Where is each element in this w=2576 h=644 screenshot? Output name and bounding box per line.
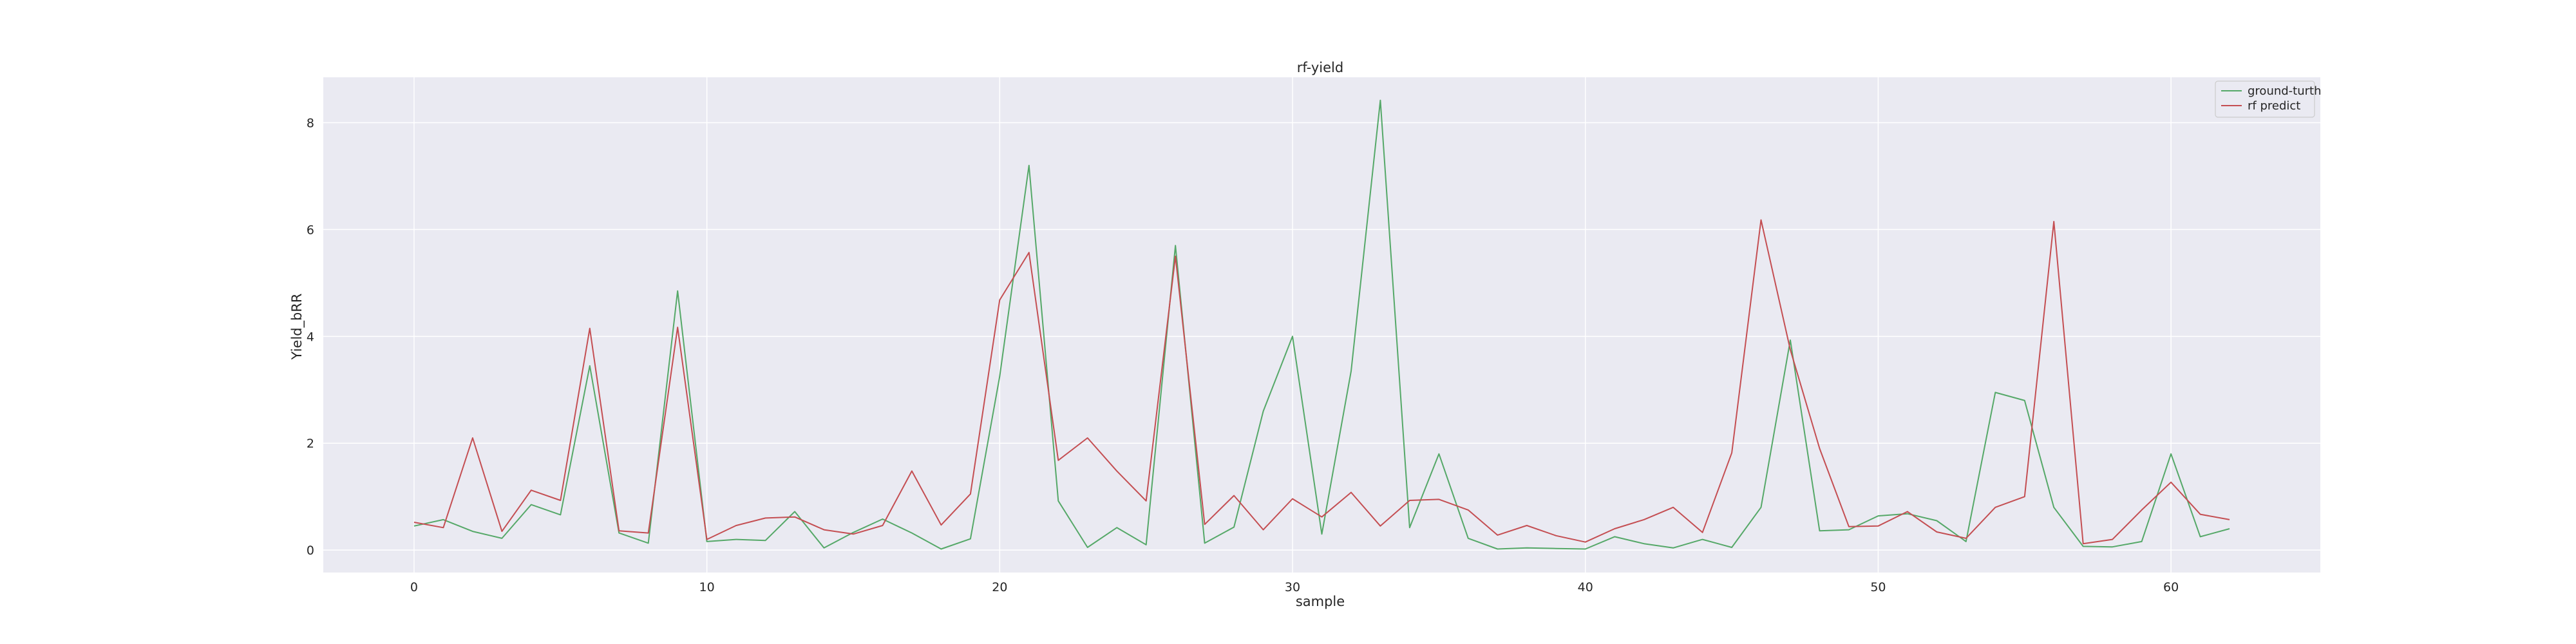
x-tick-label: 30: [1285, 580, 1300, 594]
series-line-rf-predict: [413, 219, 2230, 545]
y-tick-label: 8: [307, 117, 314, 131]
y-tick-label: 6: [307, 223, 314, 237]
x-tick-label: 20: [992, 580, 1007, 594]
y-tick-label: 4: [307, 330, 314, 344]
series-line-ground-turth: [413, 99, 2230, 550]
plot-background: [323, 77, 2320, 573]
x-tick-label: 10: [699, 580, 715, 594]
x-tick-label: 60: [2163, 580, 2179, 594]
y-tick-label: 0: [307, 544, 314, 558]
x-tick-label: 0: [410, 580, 418, 594]
x-tick-label: 50: [1870, 580, 1886, 594]
chart-title: rf-yield: [1297, 60, 1343, 75]
y-axis-title: Yield_bRR: [289, 293, 305, 360]
legend-label-ground-turth: ground-turth: [2248, 84, 2322, 98]
legend: ground-turth rf predict: [2215, 80, 2322, 118]
legend-label-rf-predict: rf predict: [2248, 99, 2300, 113]
y-tick-labels: 0 2 4 6 8: [307, 117, 314, 558]
x-tick-labels: 0 10 20 30 40 50 60: [410, 580, 2179, 594]
x-axis-title: sample: [1296, 594, 1345, 609]
grid: [323, 77, 2320, 573]
y-tick-label: 2: [307, 437, 314, 451]
series-layer: [413, 99, 2230, 550]
x-tick-label: 40: [1578, 580, 1593, 594]
